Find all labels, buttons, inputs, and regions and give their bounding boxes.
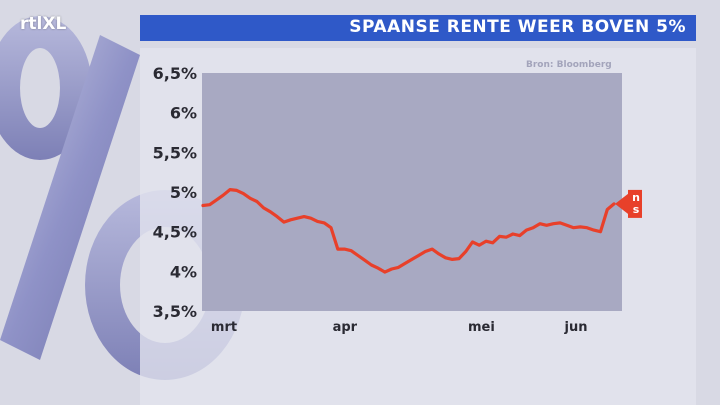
y-tick-label: 6% (170, 104, 197, 123)
y-tick-label: 4% (170, 262, 197, 281)
x-tick-label: mrt (211, 320, 237, 335)
x-tick-label: mei (468, 320, 495, 335)
x-axis-ticks: mrt apr mei jun (211, 320, 588, 335)
y-tick-label: 4,5% (153, 223, 197, 242)
end-badge-text: n (632, 191, 640, 204)
y-tick-label: 6,5% (153, 64, 197, 83)
series-group (201, 188, 616, 274)
x-tick-label: jun (563, 320, 587, 335)
x-tick-label: apr (333, 320, 358, 335)
channel-logo: rtlXL (20, 14, 67, 34)
end-value-badge: ns (615, 189, 642, 218)
y-tick-label: 5,5% (153, 143, 197, 162)
end-badge-pointer (615, 193, 628, 214)
source-label: Bron: Bloomberg (526, 60, 612, 70)
title-bar: SPAANSE RENTE WEER BOVEN 5% (140, 15, 696, 41)
y-axis-ticks: 6,5% 6% 5,5% 5% 4,5% 4% 3,5% (153, 64, 197, 321)
series-line (201, 188, 616, 274)
end-badge-box (628, 189, 642, 218)
y-tick-label: 3,5% (153, 302, 197, 321)
end-badge-text: s (633, 203, 640, 216)
plot-area (202, 73, 622, 311)
chart-title: SPAANSE RENTE WEER BOVEN 5% (349, 17, 686, 37)
y-tick-label: 5% (170, 183, 197, 202)
